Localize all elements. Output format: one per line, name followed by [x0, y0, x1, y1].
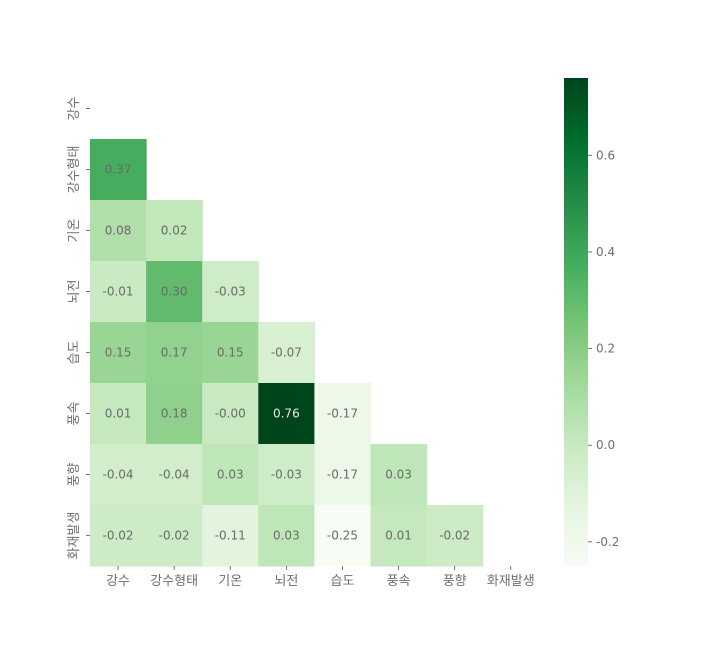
cell-value-label: 0.02	[161, 224, 188, 238]
heatmap-cell-6-4	[314, 444, 372, 506]
heatmap-cell-5-3	[258, 383, 315, 445]
heatmap-cell-6-2	[202, 444, 259, 506]
y-tick-label: 습도	[67, 341, 82, 365]
cell-value-label: -0.02	[439, 529, 470, 543]
x-axis-ticks: 강수 강수형태 기온 뇌전 습도 풍속 풍향 화재발생	[106, 566, 535, 589]
colorbar-tick-label: 0.0	[596, 438, 615, 452]
cell-value-label: 0.03	[217, 468, 244, 482]
y-tick-label: 풍속	[67, 402, 82, 426]
cell-value-label: 0.03	[273, 529, 300, 543]
heatmap-cell-4-0	[90, 322, 147, 384]
heatmap-cell-5-4	[314, 383, 372, 445]
y-tick-label: 기온	[67, 219, 82, 243]
cell-value-label: -0.02	[103, 529, 134, 543]
heatmap-cell-4-2	[202, 322, 259, 384]
y-tick-label: 강수	[67, 97, 82, 121]
heatmap-cells: 0.37 0.08 0.02 -0.01 0.30 -0.03 0.15 0.17 0.15 -0…	[90, 139, 484, 567]
x-tick-label: 풍향	[443, 574, 467, 589]
heatmap-cell-5-0	[90, 383, 147, 445]
cell-value-label: 0.01	[385, 529, 412, 543]
cell-value-label: 0.08	[105, 224, 132, 238]
colorbar-tick-label: 0.4	[596, 245, 615, 259]
cell-value-label: -0.01	[103, 285, 134, 299]
cell-value-label: -0.17	[327, 407, 358, 421]
y-tick-label: 화재발생	[67, 512, 82, 560]
cell-value-label: 0.03	[385, 468, 412, 482]
x-tick-label: 습도	[330, 574, 354, 589]
cell-value-label: -0.03	[215, 285, 246, 299]
colorbar-gradient	[564, 78, 588, 566]
x-tick-label: 화재발생	[487, 574, 535, 589]
y-tick-label: 뇌전	[67, 280, 82, 304]
heatmap-cell-7-6	[426, 505, 484, 567]
heatmap-cell-4-3	[258, 322, 315, 384]
heatmap-cell-6-3	[258, 444, 315, 506]
heatmap-cell-7-2	[202, 505, 259, 567]
colorbar-ticks: -0.2 0.0 0.2 0.4 0.6	[588, 148, 619, 549]
cell-value-label: 0.15	[217, 346, 244, 360]
heatmap-cell-3-1	[146, 261, 203, 323]
heatmap-cell-7-3	[258, 505, 315, 567]
cell-value-label: -0.02	[159, 529, 190, 543]
cell-value-label: 0.17	[161, 346, 188, 360]
cell-value-label: -0.03	[271, 468, 302, 482]
heatmap-cell-2-1	[146, 200, 203, 262]
x-tick-label: 기온	[218, 574, 242, 589]
heatmap-cell-6-1	[146, 444, 203, 506]
y-tick-label: 풍향	[67, 463, 82, 487]
cell-value-label: 0.15	[105, 346, 132, 360]
cell-value-label: -0.00	[215, 407, 246, 421]
heatmap-cell-7-5	[370, 505, 428, 567]
heatmap-cell-6-0	[90, 444, 147, 506]
cell-value-label: -0.17	[327, 468, 358, 482]
heatmap-cell-5-1	[146, 383, 203, 445]
x-tick-label: 강수	[106, 574, 130, 589]
cell-value-label: -0.11	[215, 529, 246, 543]
colorbar-tick-label: -0.2	[596, 535, 619, 549]
cell-value-label: -0.04	[159, 468, 190, 482]
colorbar: -0.2 0.0 0.2 0.4 0.6	[564, 78, 619, 566]
x-tick-label: 뇌전	[274, 574, 298, 589]
cell-value-label: 0.30	[161, 285, 188, 299]
heatmap-cell-5-2	[202, 383, 259, 445]
cell-value-label: 0.18	[161, 407, 188, 421]
cell-value-label: -0.25	[327, 529, 358, 543]
heatmap-cell-6-5	[370, 444, 428, 506]
heatmap-cell-7-4	[314, 505, 372, 567]
cell-value-label: 0.37	[105, 163, 132, 177]
cell-value-label: -0.07	[271, 346, 302, 360]
heatmap-cell-3-0	[90, 261, 147, 323]
cell-value-label: 0.76	[273, 407, 300, 421]
heatmap-cell-1-0	[90, 139, 147, 201]
heatmap-cell-7-1	[146, 505, 203, 567]
heatmap-cell-4-1	[146, 322, 203, 384]
cell-value-label: 0.01	[105, 407, 132, 421]
colorbar-tick-label: 0.2	[596, 342, 615, 356]
y-tick-label: 강수형태	[67, 146, 82, 194]
cell-value-label: -0.04	[103, 468, 134, 482]
heatmap-cell-3-2	[202, 261, 259, 323]
x-tick-label: 강수형태	[150, 574, 198, 589]
colorbar-tick-label: 0.6	[596, 148, 615, 162]
x-tick-label: 풍속	[387, 574, 411, 589]
heatmap-cell-2-0	[90, 200, 147, 262]
heatmap-cell-7-0	[90, 505, 147, 567]
